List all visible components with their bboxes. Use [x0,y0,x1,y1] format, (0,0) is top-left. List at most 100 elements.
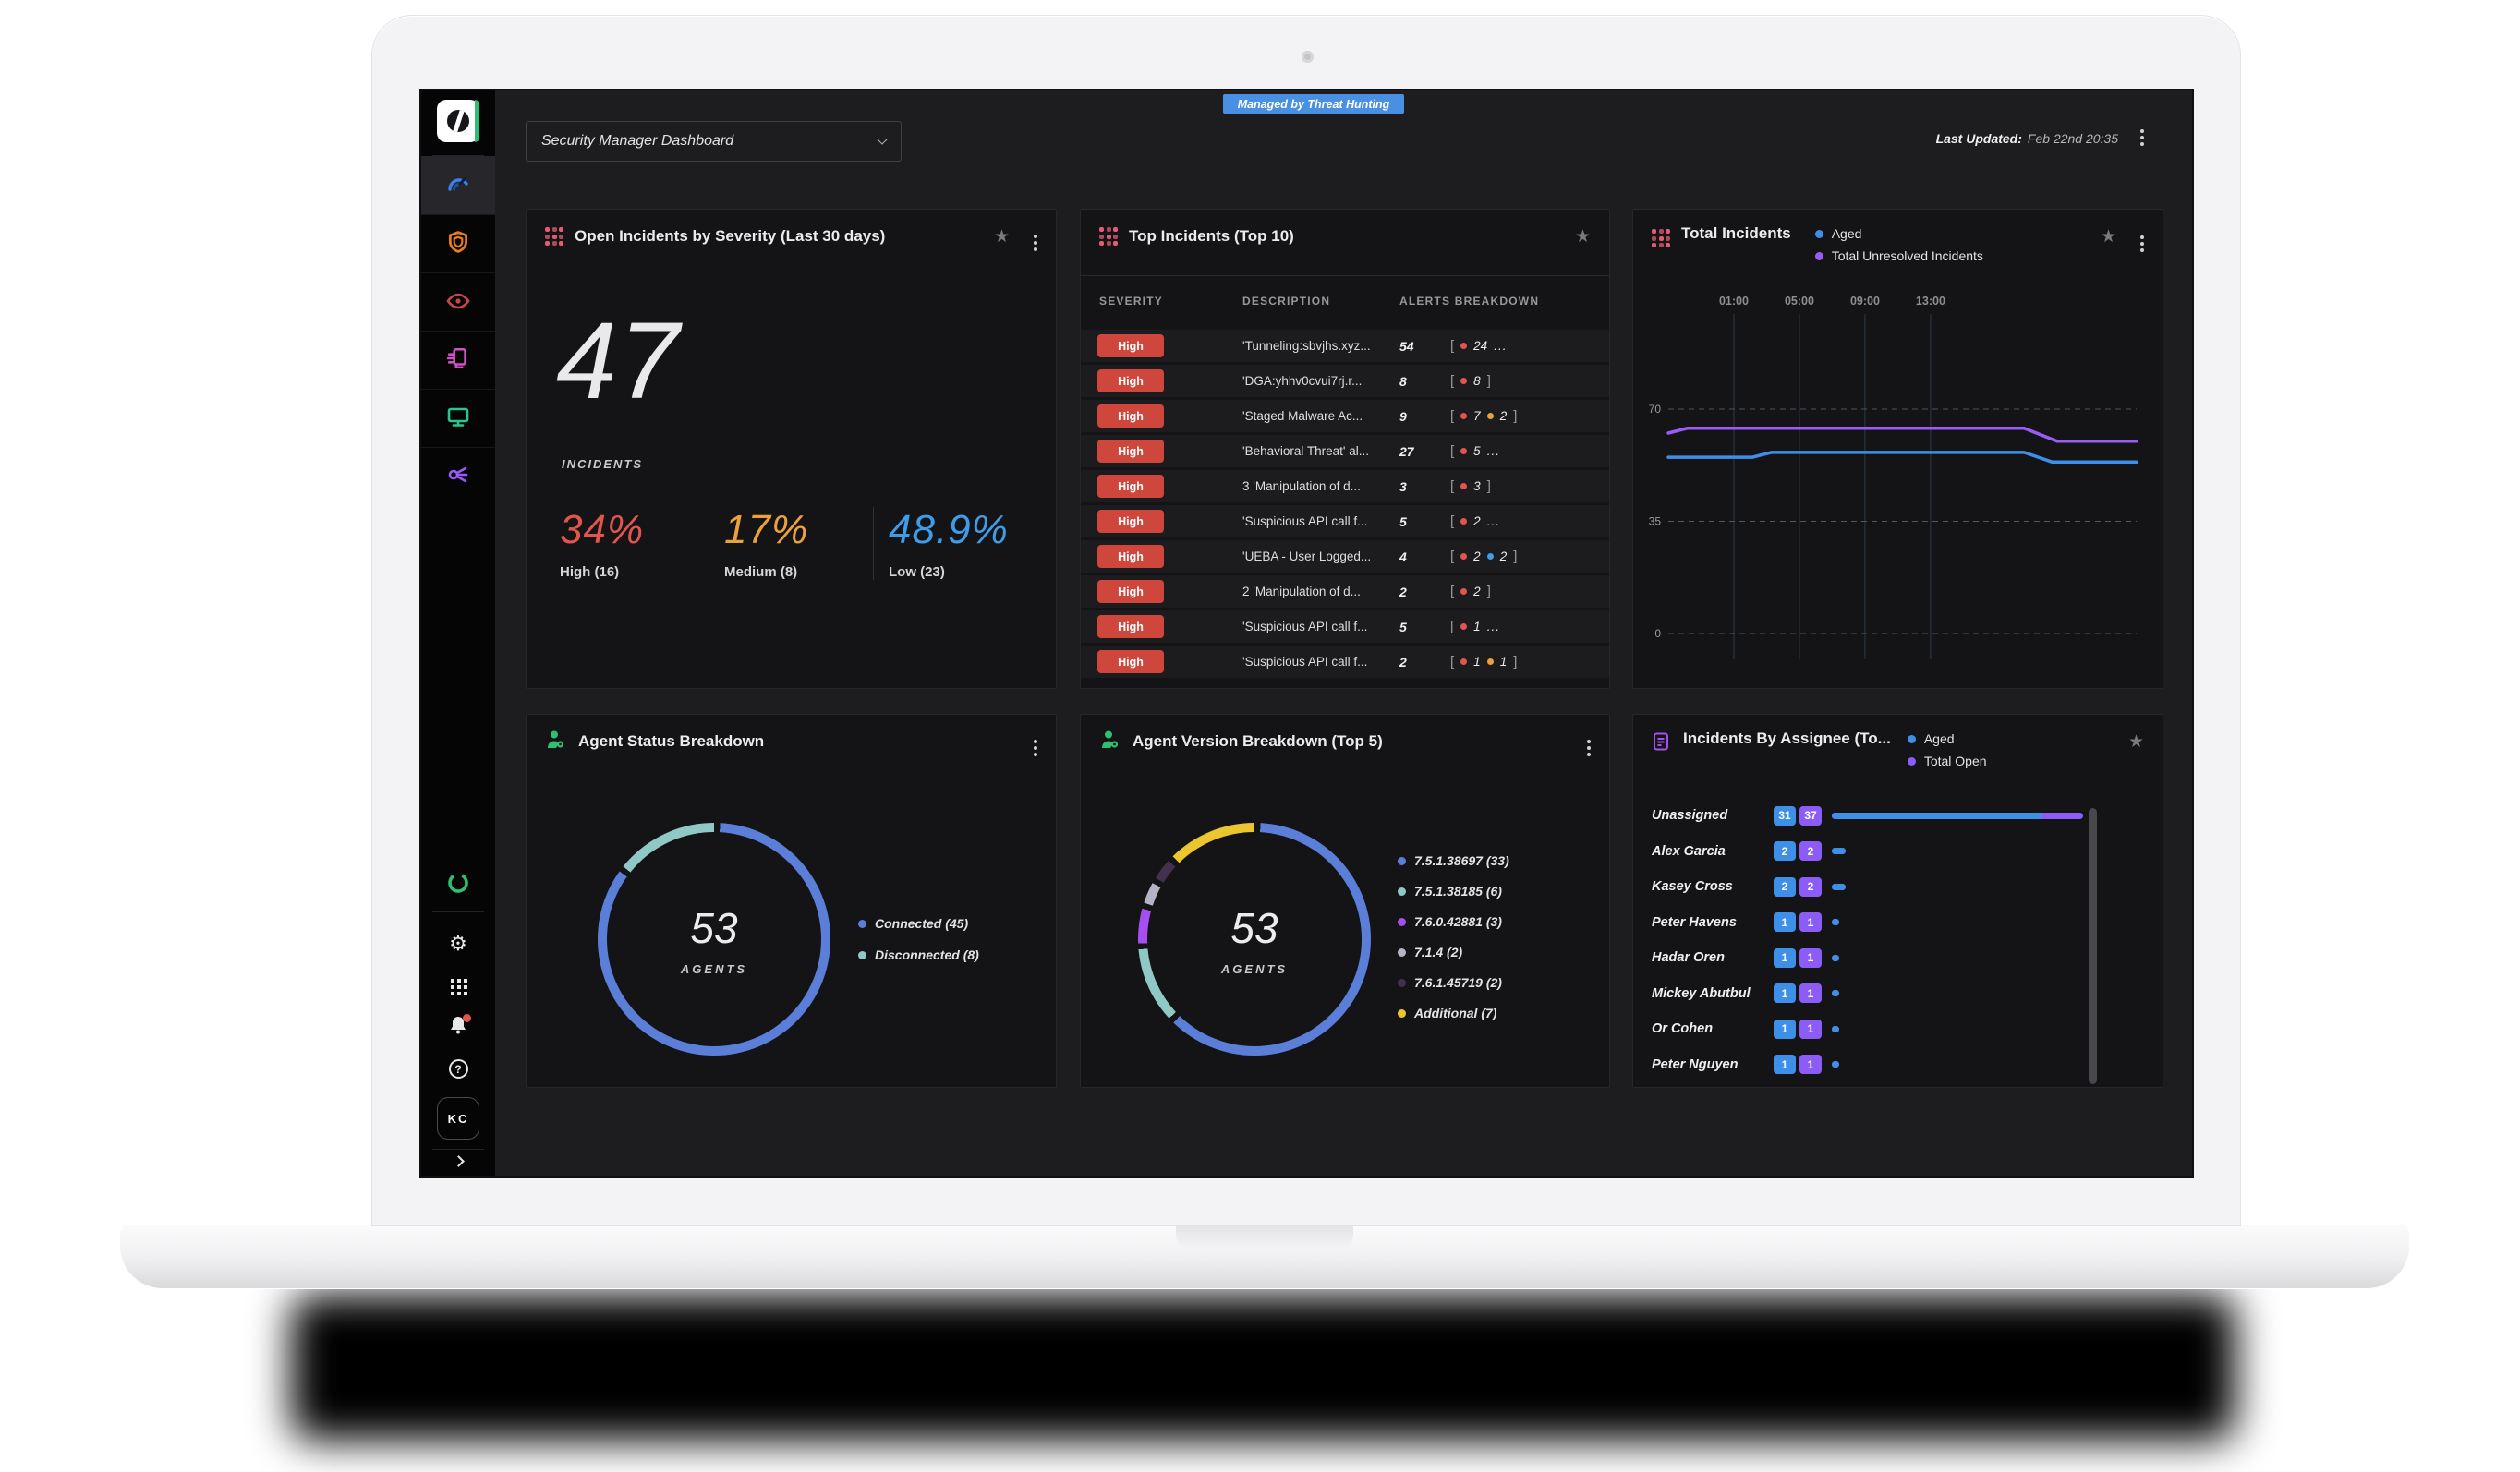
assignee-row[interactable]: Kasey Cross 2 2 [1633,869,2163,905]
sidebar-item-assets[interactable] [421,389,495,447]
assignee-row[interactable]: Hadar Oren 1 1 [1633,940,2163,976]
scrollbar-thumb[interactable] [2089,808,2097,1084]
alert-count: 24 [1473,339,1488,353]
incident-count: 47 [556,300,682,422]
incident-count-label: INCIDENTS [562,457,644,471]
agent-person-icon [1099,729,1121,755]
sidebar-item-sentinels[interactable] [421,214,495,272]
card-title: Top Incidents (Top 10) [1129,227,1294,245]
widget-dots-icon [1652,229,1670,247]
column-alerts-breakdown: ALERTS BREAKDOWN [1399,295,1540,308]
legend-dot-icon [858,950,866,959]
legend-label: Aged [1923,731,1955,746]
assignee-row[interactable]: Mickey Abutbul 1 1 [1633,976,2163,1012]
gauge-icon [445,171,471,201]
alert-count: 2 [1473,514,1481,528]
alert-dot-icon [1486,413,1494,419]
agent-person-icon [545,729,567,755]
alerts-breakdown: [24... [1450,338,1508,354]
incident-row[interactable]: High 'Suspicious API call f... 5 [1... [1081,610,1609,643]
assignee-bar [1832,812,2083,819]
sidebar-item-settings[interactable]: ⚙ [449,929,467,959]
incident-row[interactable]: High 3 'Manipulation of d... 3[3] [1081,470,1609,502]
legend-item: Total Open [1907,754,1987,768]
assignee-row[interactable]: Peter Havens 1 1 [1633,905,2163,941]
incident-row[interactable]: High 'Staged Malware Ac... 9[7 2] [1081,400,1609,432]
severity-badge: High [1097,615,1164,638]
sidebar-item-help[interactable]: ? [448,1054,468,1084]
assignee-row[interactable]: Peter Nguyen 1 1 [1633,1047,2163,1083]
incident-row[interactable]: High 'DGA:yhhv0cvui7rj.r... 8[8] [1081,365,1609,397]
incident-row[interactable]: High 'Suspicious API call f... 5 [2... [1081,505,1609,537]
alert-count: 7 [1473,409,1481,423]
aged-count-badge: 31 [1774,805,1796,826]
severity-badge: High [1097,440,1164,463]
legend-label: 7.6.1.45719 (2) [1414,975,1502,990]
sidebar-item-reports[interactable] [421,331,495,389]
favorite-star-icon[interactable] [2128,733,2144,751]
gear-icon: ⚙ [449,933,467,956]
card-title: Open Incidents by Severity (Last 30 days… [575,227,886,245]
stat-percentage: 34% [560,507,645,552]
assignee-row[interactable]: Unassigned 31 37 [1633,798,2163,834]
agent-version-donut-chart: 53 AGENTS [1138,823,1371,1056]
svg-text:01:00: 01:00 [1719,295,1749,308]
laptop-lid: ⚙? KC Managed by Threat Hunting Security… [371,15,2241,1226]
favorite-star-icon[interactable] [994,228,1010,246]
severity-badge: High [1097,404,1164,428]
assignee-row[interactable]: Alex Garcia 2 2 [1633,834,2163,870]
incident-row[interactable]: High 'Tunneling:sbvjhs.xyz... 54 [24... [1081,330,1609,362]
incident-alert-total: 9 [1399,408,1407,424]
brand-logo[interactable] [437,100,479,142]
column-severity: SEVERITY [1099,295,1163,308]
incident-row[interactable]: High 'Suspicious API call f... 2[1 1] [1081,646,1609,678]
last-updated-label: Last Updated: [1935,131,2022,146]
card-menu-icon[interactable] [2140,235,2144,239]
svg-text:13:00: 13:00 [1916,295,1945,308]
alert-dot-icon [1486,553,1494,560]
severity-badge: High [1097,369,1164,392]
sidebar-item-network[interactable] [421,447,495,505]
assignee-list-icon [1652,731,1672,756]
sidebar-item-dashboard[interactable] [421,156,495,214]
assignee-row[interactable]: Evgeny Paleev11 [1633,1082,2163,1086]
avatar[interactable]: KC [437,1097,479,1140]
expand-sidebar-chevron-icon[interactable] [452,1155,465,1167]
severity-badge: High [1097,475,1164,498]
sidebar-item-visibility[interactable] [421,272,495,331]
favorite-star-icon[interactable] [1575,228,1591,246]
alert-count: 2 [1473,549,1481,563]
open-count-badge: 1 [1799,983,1822,1004]
sidebar-bottom: ⚙? KC [421,872,495,1176]
card-menu-icon[interactable] [1034,235,1037,238]
incident-row[interactable]: High 'UEBA - User Logged... 4[2 2] [1081,540,1609,573]
card-menu-icon[interactable] [1034,740,1037,743]
aged-count-badge: 2 [1774,876,1796,897]
legend-dot-icon [1907,756,1916,766]
alert-dot-icon [1460,483,1468,489]
alert-dot-icon [1460,553,1468,560]
incident-description: 'Tunneling:sbvjhs.xyz... [1242,339,1371,353]
legend-item: 7.5.1.38697 (33) [1398,853,1509,868]
severity-badge: High [1097,650,1164,673]
incident-row[interactable]: High 'Behavioral Threat' al... 27 [5... [1081,435,1609,467]
dashboard-selector[interactable]: Security Manager Dashboard [526,121,902,162]
incident-description: 'Staged Malware Ac... [1242,409,1363,423]
agent-status-donut-chart: 53 AGENTS [598,823,830,1056]
monitor-icon [445,404,471,434]
assignee-name: Hadar Oren [1652,950,1725,966]
laptop-shadow [291,1295,2235,1441]
incident-description: 'Suspicious API call f... [1242,620,1368,633]
assignee-row[interactable]: Or Cohen 1 1 [1633,1011,2163,1047]
sidebar-item-notifications[interactable] [447,1012,471,1043]
sidebar-item-ranger[interactable] [432,872,484,912]
favorite-star-icon[interactable] [2101,228,2116,246]
alert-count: 1 [1473,655,1481,669]
card-menu-icon[interactable] [1587,740,1591,743]
alert-dot-icon [1460,448,1468,454]
topbar-menu-icon[interactable] [2140,129,2144,133]
alert-dot-icon [1486,658,1494,665]
legend-dot-icon [1814,229,1823,238]
incident-row[interactable]: High 2 'Manipulation of d... 2[2] [1081,575,1609,608]
divider [1081,275,1609,276]
